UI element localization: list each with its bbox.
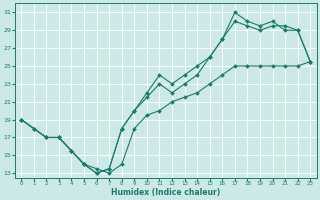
X-axis label: Humidex (Indice chaleur): Humidex (Indice chaleur)	[111, 188, 220, 197]
